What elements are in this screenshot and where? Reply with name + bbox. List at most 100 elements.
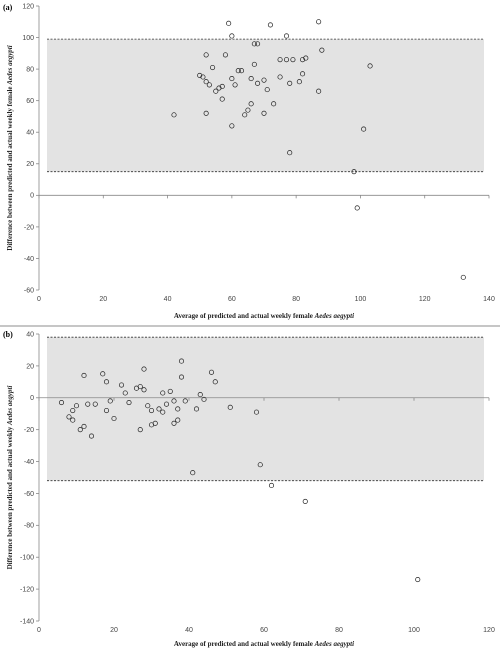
data-point xyxy=(253,409,260,415)
x-axis-label: Average of predicted and actual weekly f… xyxy=(174,312,354,320)
data-point xyxy=(178,374,185,380)
data-point xyxy=(203,110,209,116)
data-point xyxy=(145,403,151,409)
data-point xyxy=(351,169,357,175)
data-point xyxy=(261,110,267,116)
data-point xyxy=(167,388,173,394)
data-point xyxy=(103,407,110,414)
data-point xyxy=(107,398,113,404)
x-tick-label: 20 xyxy=(99,296,107,303)
data-point xyxy=(229,33,235,39)
y-tick-label: 60 xyxy=(26,98,34,105)
data-point xyxy=(182,398,188,404)
data-point xyxy=(255,80,261,86)
agreement-band xyxy=(47,337,484,481)
data-point xyxy=(316,19,322,25)
y-axis-label: Difference between predicted and actual … xyxy=(6,45,14,250)
data-point xyxy=(81,372,87,379)
y-tick-label: 120 xyxy=(22,3,34,10)
data-point xyxy=(267,22,273,28)
x-tick-label: 40 xyxy=(185,627,193,634)
data-point xyxy=(367,63,373,69)
agreement-band xyxy=(47,39,484,172)
data-point xyxy=(175,406,181,412)
data-point xyxy=(141,366,147,372)
data-point xyxy=(300,57,306,63)
data-point xyxy=(81,423,87,430)
data-point xyxy=(171,112,177,118)
data-point xyxy=(226,20,232,26)
data-point xyxy=(361,126,367,132)
data-point xyxy=(229,76,235,82)
data-point xyxy=(203,79,209,85)
y-tick-label: 40 xyxy=(26,130,34,137)
data-point xyxy=(122,390,128,396)
data-point xyxy=(248,101,254,107)
data-point xyxy=(213,88,219,94)
x-tick-label: 100 xyxy=(355,296,367,303)
y-tick-label: -60 xyxy=(24,287,34,294)
data-point xyxy=(70,407,76,414)
data-point xyxy=(92,401,98,407)
data-point xyxy=(283,33,290,39)
data-point xyxy=(70,417,76,423)
y-tick-label: 0 xyxy=(30,193,34,200)
data-point xyxy=(415,576,421,583)
data-point xyxy=(235,68,241,74)
data-point xyxy=(229,123,235,129)
x-tick-label: 140 xyxy=(483,296,495,303)
y-tick-label: 80 xyxy=(26,67,34,74)
data-point xyxy=(103,379,110,385)
data-point xyxy=(66,414,72,420)
y-tick-label: 0 xyxy=(30,395,34,402)
y-axis-label: Difference between predicted and actual … xyxy=(6,386,14,570)
panel-label: (a) xyxy=(3,3,13,12)
y-tick-label: 100 xyxy=(22,35,34,42)
data-point xyxy=(200,74,206,80)
data-point xyxy=(219,96,225,102)
data-point xyxy=(219,83,225,90)
data-point xyxy=(118,382,125,388)
data-point xyxy=(287,80,293,86)
data-point xyxy=(216,85,222,91)
data-point xyxy=(238,68,245,74)
data-point xyxy=(271,101,277,107)
data-point xyxy=(197,72,203,78)
data-point xyxy=(160,409,166,415)
data-point xyxy=(178,358,185,364)
data-point xyxy=(210,64,216,71)
data-point xyxy=(255,41,261,47)
y-tick-label: -100 xyxy=(20,555,34,562)
data-point xyxy=(316,88,322,94)
data-point xyxy=(160,390,166,396)
y-tick-label: 20 xyxy=(26,363,34,370)
x-tick-label: 0 xyxy=(37,627,41,634)
data-point xyxy=(212,379,218,385)
x-tick-label: 40 xyxy=(164,296,172,303)
data-point xyxy=(201,396,207,402)
y-tick-label: -140 xyxy=(20,618,34,625)
y-tick-label: -20 xyxy=(24,427,34,434)
data-point xyxy=(111,415,117,422)
data-point xyxy=(222,52,228,58)
data-point xyxy=(287,150,293,156)
data-point xyxy=(208,369,215,375)
data-point xyxy=(268,482,275,489)
data-point xyxy=(319,47,325,53)
chart-panel-b: -140 -120 -100 -80 -60 -40 -20 0 20 40 0 20 40 60 80 10… xyxy=(3,330,495,648)
y-tick-label: -80 xyxy=(24,523,34,530)
data-point xyxy=(197,392,203,398)
data-point xyxy=(227,404,233,410)
x-tick-label: 120 xyxy=(419,296,431,303)
data-point xyxy=(257,462,263,468)
data-point xyxy=(251,41,257,47)
data-point xyxy=(303,55,309,61)
x-tick-label: 60 xyxy=(260,627,268,634)
data-point xyxy=(148,407,155,414)
data-point xyxy=(264,87,270,93)
data-point xyxy=(283,57,290,63)
data-point xyxy=(193,406,200,412)
data-point xyxy=(85,401,91,407)
data-point xyxy=(171,398,177,404)
data-point xyxy=(354,205,360,211)
